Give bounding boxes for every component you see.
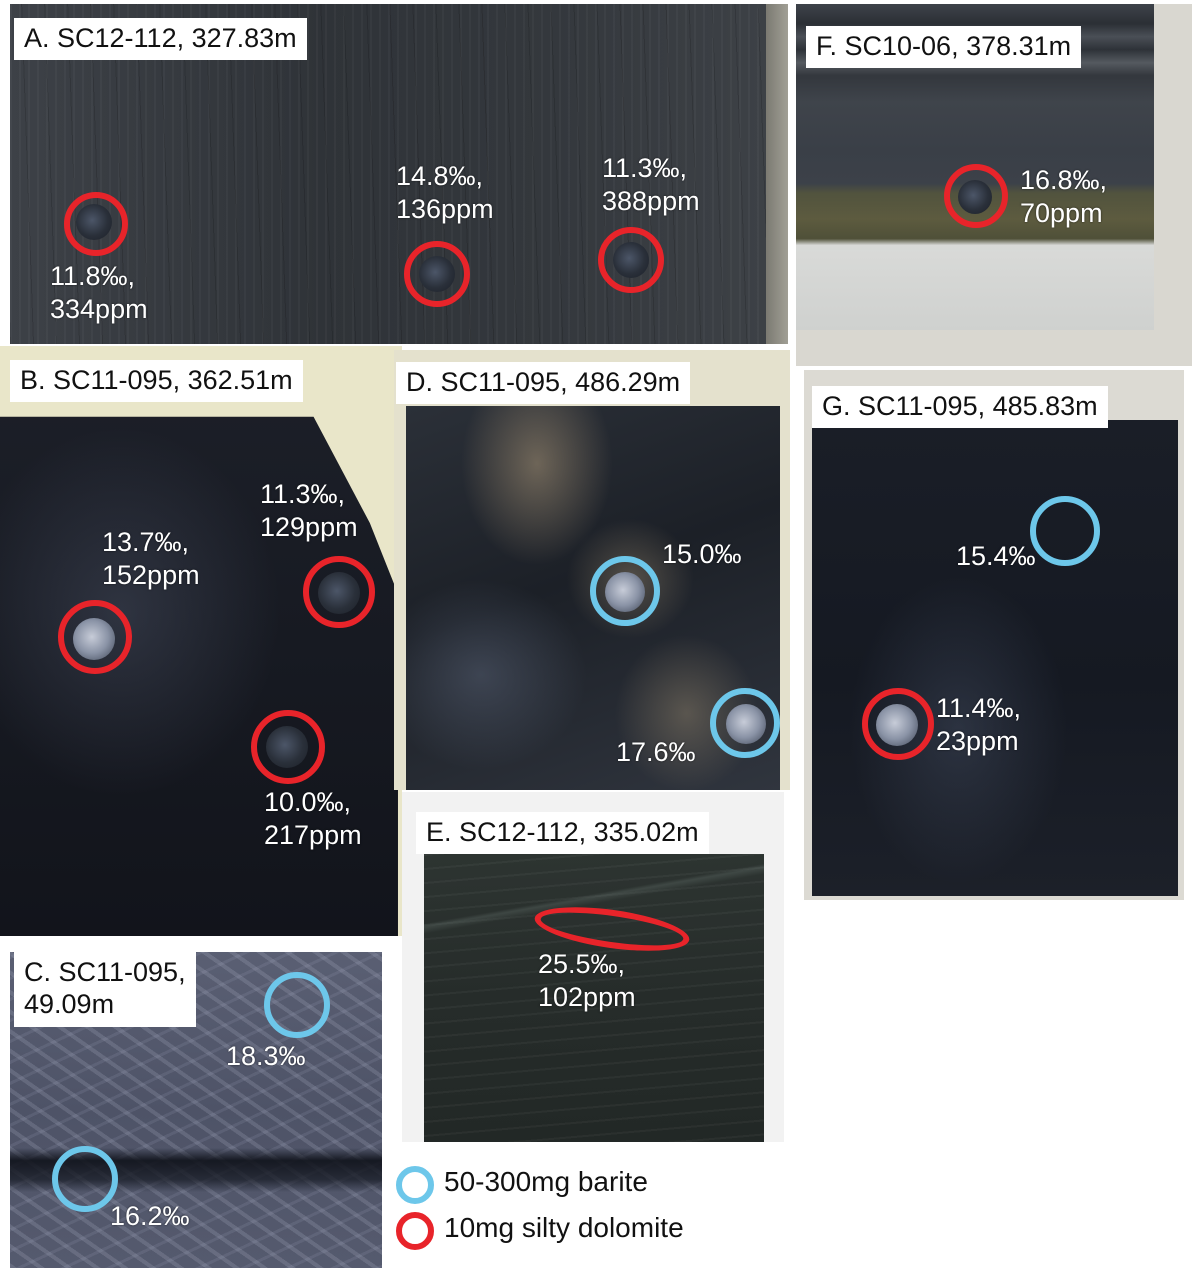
panel-g-title: G. SC11-095, 485.83m bbox=[812, 386, 1108, 428]
panel-d-sample-ring-1 bbox=[590, 556, 660, 626]
panel-d-sample-label-1: 15.0‰ bbox=[662, 539, 742, 569]
panel-a-sample-label-2: 14.8‰, 136ppm bbox=[396, 161, 494, 224]
panel-a-sample-label-3: 11.3‰, 388ppm bbox=[602, 153, 700, 216]
panel-a-sample-label-1: 11.8‰, 334ppm bbox=[50, 261, 148, 324]
panel-f: F. SC10-06, 378.31m 16.8‰, 70ppm bbox=[796, 4, 1192, 366]
panel-e-title: E. SC12-112, 335.02m bbox=[416, 812, 709, 854]
panel-g-sample-label-1: 15.4‰ bbox=[956, 541, 1036, 571]
legend-silty-dolomite-ring bbox=[396, 1212, 434, 1250]
panel-c-sample-label-2: 16.2‰ bbox=[110, 1201, 190, 1231]
panel-a-title: A. SC12-112, 327.83m bbox=[14, 18, 307, 60]
panel-f-sample-ring-1 bbox=[944, 164, 1008, 228]
panel-d-sample-ring-2 bbox=[710, 688, 780, 758]
panel-b-title: B. SC11-095, 362.51m bbox=[10, 360, 303, 402]
panel-a-sample-ring-3 bbox=[598, 227, 664, 293]
panel-a-right-edge bbox=[766, 4, 788, 344]
panel-f-title: F. SC10-06, 378.31m bbox=[806, 26, 1082, 68]
panel-b: B. SC11-095, 362.51m 13.7‰, 152ppm 11.3‰… bbox=[0, 346, 402, 936]
panel-a-sample-ring-2 bbox=[404, 241, 470, 307]
panel-g-core-photo bbox=[812, 420, 1178, 896]
panel-c-sample-ring-1 bbox=[264, 972, 330, 1038]
panel-d-title: D. SC11-095, 486.29m bbox=[396, 362, 691, 404]
panel-e: E. SC12-112, 335.02m 25.5‰, 102ppm bbox=[402, 792, 784, 1142]
legend-barite-label: 50-300mg barite bbox=[444, 1166, 648, 1197]
panel-a-sample-ring-1 bbox=[64, 192, 128, 256]
panel-b-core-photo bbox=[0, 416, 398, 936]
legend-barite-ring bbox=[396, 1166, 434, 1204]
panel-d-sample-label-2: 17.6‰ bbox=[616, 737, 696, 767]
panel-c-sample-label-1: 18.3‰ bbox=[226, 1041, 306, 1071]
panel-a: A. SC12-112, 327.83m 11.8‰, 334ppm 14.8‰… bbox=[10, 4, 788, 344]
panel-a-core-photo bbox=[10, 4, 788, 344]
panel-b-sample-label-2: 11.3‰, 129ppm bbox=[260, 479, 358, 542]
panel-b-sample-ring-2 bbox=[303, 556, 375, 628]
panel-e-core-photo bbox=[424, 854, 764, 1142]
panel-c: C. SC11-095, 49.09m 18.3‰ 16.2‰ bbox=[6, 938, 388, 1268]
panel-g-sample-ring-2 bbox=[862, 688, 934, 760]
panel-c-sample-ring-2 bbox=[52, 1146, 118, 1212]
panel-b-sample-ring-1 bbox=[58, 600, 132, 674]
panel-b-sample-ring-3 bbox=[251, 710, 325, 784]
panel-b-sample-label-1: 13.7‰, 152ppm bbox=[102, 527, 200, 590]
legend-silty-dolomite-label: 10mg silty dolomite bbox=[444, 1212, 684, 1243]
panel-g-sample-label-2: 11.4‰, 23ppm bbox=[936, 693, 1022, 756]
panel-g: G. SC11-095, 485.83m 15.4‰ 11.4‰, 23ppm bbox=[804, 370, 1184, 900]
legend: 50-300mg barite 10mg silty dolomite bbox=[392, 1160, 792, 1260]
panel-f-sample-label-1: 16.8‰, 70ppm bbox=[1020, 165, 1108, 228]
panel-b-sample-label-3: 10.0‰, 217ppm bbox=[264, 787, 362, 850]
panel-g-sample-ring-1 bbox=[1030, 496, 1100, 566]
panel-d: D. SC11-095, 486.29m 15.0‰ 17.6‰ bbox=[394, 350, 790, 790]
panel-c-title: C. SC11-095, 49.09m bbox=[14, 950, 196, 1027]
panel-e-sample-label-1: 25.5‰, 102ppm bbox=[538, 949, 636, 1012]
